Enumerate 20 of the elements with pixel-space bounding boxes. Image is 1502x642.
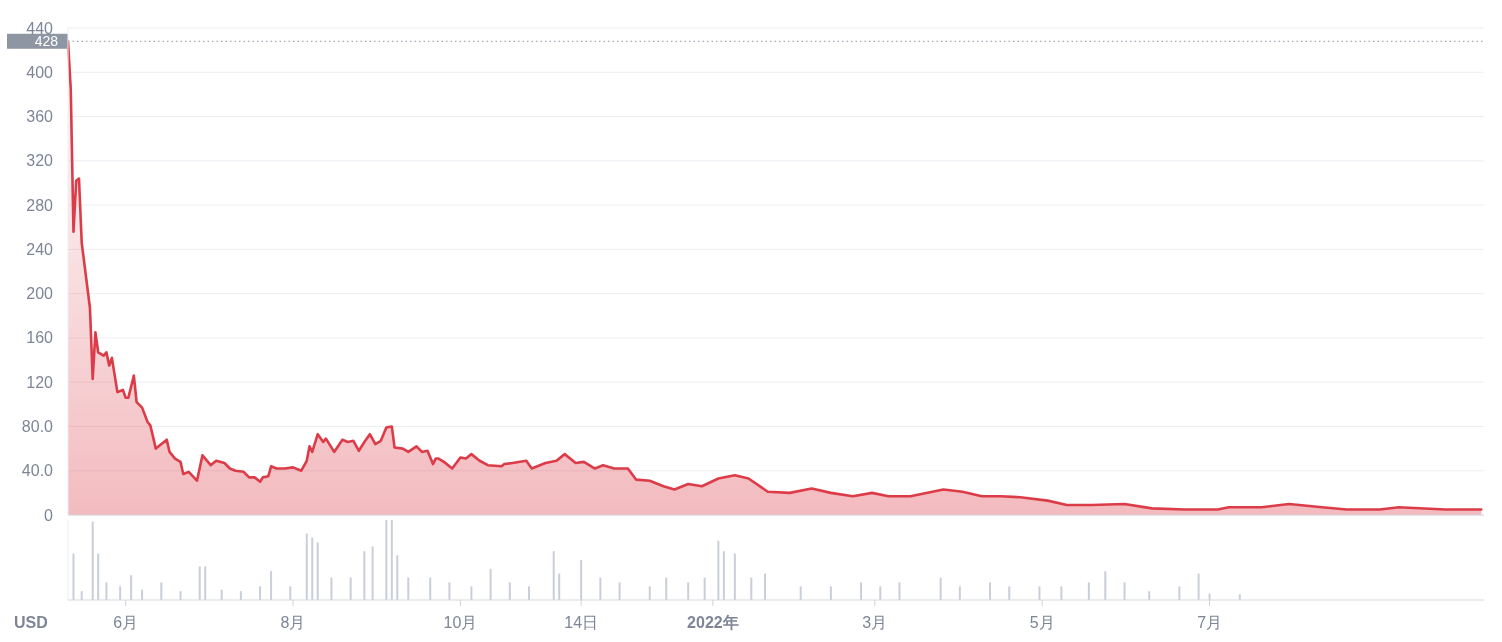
y-tick-label: 240: [26, 240, 54, 258]
y-tick-label: 40.0: [21, 462, 54, 480]
y-tick-label: 400: [26, 63, 54, 81]
x-tick-label: 2022年: [687, 614, 739, 631]
x-tick-label: 6月: [113, 614, 139, 631]
x-tick-label: 14日: [564, 614, 599, 631]
y-tick-label: 320: [26, 152, 54, 170]
y-tick-label: 120: [26, 373, 54, 391]
y-tick-label: 80.0: [21, 417, 54, 435]
x-tick-label: 3月: [862, 614, 888, 631]
x-tick-label: 5月: [1029, 614, 1055, 631]
y-tick-label: 200: [26, 285, 54, 303]
y-tick-label: 0: [44, 506, 54, 524]
y-tick-label: 280: [26, 196, 54, 214]
x-tick-label: 8月: [280, 614, 306, 631]
y-tick-label: 160: [26, 329, 54, 347]
x-tick-label: 7月: [1197, 614, 1223, 631]
y-axis-title: USD: [14, 614, 48, 631]
x-tick-label: 10月: [443, 614, 478, 631]
y-tick-label: 360: [26, 108, 54, 126]
